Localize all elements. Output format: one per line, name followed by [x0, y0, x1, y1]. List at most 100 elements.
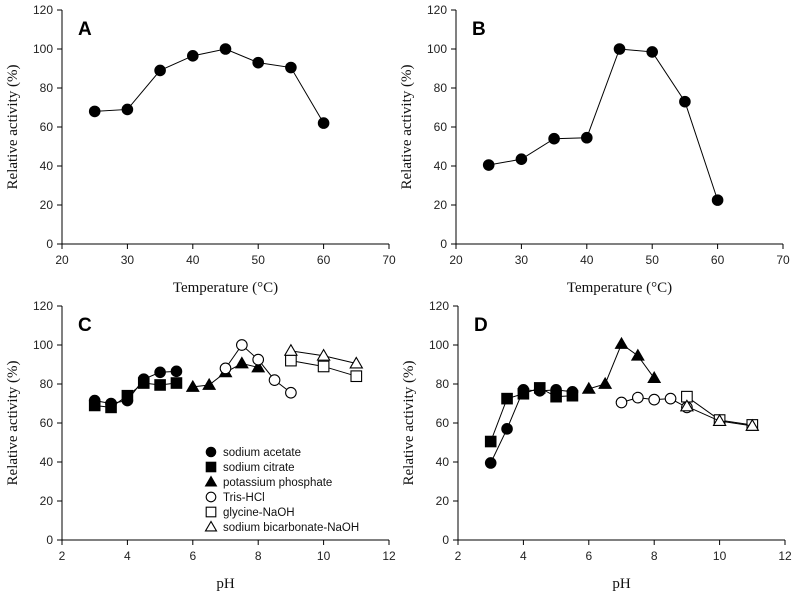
data-point	[631, 391, 644, 404]
legend-item: sodium bicarbonate-NaOH	[204, 520, 359, 534]
data-point	[219, 362, 232, 375]
data-point	[285, 354, 297, 367]
y-tick-label: 80	[40, 377, 54, 391]
data-point	[317, 360, 330, 373]
y-tick-label: 60	[436, 416, 450, 430]
data-point	[598, 376, 613, 389]
legend-marker	[205, 461, 217, 473]
series-3	[615, 391, 693, 414]
y-tick-label: 20	[40, 494, 54, 508]
data-point	[501, 392, 513, 405]
x-tick-label: 6	[585, 549, 592, 563]
x-tick-label: 12	[382, 549, 396, 563]
y-tick-label: 120	[427, 3, 447, 17]
data-point	[664, 392, 677, 405]
series-line	[488, 48, 719, 201]
legend-item: sodium citrate	[205, 461, 295, 474]
series-0	[88, 365, 183, 410]
series-2	[581, 336, 662, 394]
data-point	[548, 132, 560, 145]
legend-label: sodium citrate	[223, 462, 295, 474]
y-axis-title: Relative activity (%)	[399, 65, 415, 190]
data-point	[170, 365, 183, 378]
data-point	[646, 46, 659, 58]
legend-item: glycine-NaOH	[205, 506, 295, 519]
x-tick-label: 30	[121, 253, 135, 267]
y-tick-label: 80	[40, 81, 54, 95]
y-tick-label: 20	[434, 198, 448, 212]
data-point	[187, 50, 199, 62]
series-3	[219, 339, 297, 399]
y-tick-label: 60	[40, 120, 54, 134]
x-tick-label: 4	[520, 549, 527, 563]
panel-label: C	[78, 315, 92, 336]
x-tick-label: 10	[317, 549, 331, 563]
data-point	[615, 396, 628, 409]
data-point	[711, 194, 724, 206]
data-point	[137, 377, 150, 389]
panel-label: A	[78, 19, 92, 40]
series-4	[285, 354, 363, 383]
data-point	[614, 336, 629, 349]
data-point	[613, 43, 626, 55]
data-point	[648, 393, 661, 406]
data-point	[630, 348, 645, 361]
x-tick-label: 6	[189, 549, 196, 563]
y-tick-label: 80	[436, 377, 450, 391]
legend-item: Tris-HCl	[205, 491, 265, 504]
data-point	[581, 131, 593, 144]
data-point	[679, 95, 691, 108]
data-point	[533, 382, 546, 394]
data-point	[219, 43, 232, 55]
y-tick-label: 40	[436, 455, 450, 469]
y-tick-label: 40	[40, 159, 54, 173]
data-point	[679, 399, 694, 412]
y-tick-label: 100	[429, 338, 449, 352]
legend-marker	[205, 506, 217, 518]
data-point	[252, 353, 265, 366]
y-tick-label: 120	[429, 299, 449, 313]
legend-item: sodium acetate	[205, 446, 301, 459]
panel-label: B	[472, 19, 486, 40]
data-point	[283, 343, 298, 356]
x-tick-label: 12	[778, 549, 792, 563]
x-tick-label: 50	[646, 253, 660, 267]
series-0	[88, 43, 330, 129]
data-point	[501, 423, 513, 435]
x-axis-title: pH	[612, 576, 631, 592]
legend-label: sodium bicarbonate-NaOH	[223, 522, 359, 534]
legend-marker	[205, 446, 217, 458]
x-tick-label: 40	[580, 253, 594, 267]
data-point	[105, 401, 117, 414]
data-point	[484, 435, 497, 448]
y-tick-label: 40	[40, 455, 54, 469]
y-tick-label: 20	[436, 494, 450, 508]
data-point	[121, 389, 134, 402]
data-point	[234, 356, 249, 369]
y-tick-label: 80	[434, 81, 448, 95]
series-5	[679, 399, 760, 431]
series-2	[185, 356, 266, 392]
data-point	[285, 61, 297, 74]
data-point	[251, 360, 266, 373]
y-tick-label: 100	[33, 338, 53, 352]
x-tick-label: 70	[382, 253, 396, 267]
y-tick-label: 0	[46, 237, 53, 251]
data-point	[482, 159, 495, 171]
panel-c: 0 20 40 60 80 100 120 2 4 6 8 10 12 pH Relative activi…	[5, 299, 396, 592]
data-point	[202, 377, 217, 390]
data-point	[581, 381, 596, 394]
x-axis-title: Temperature (°C)	[567, 280, 672, 296]
x-tick-label: 2	[59, 549, 66, 563]
data-point	[515, 153, 528, 165]
x-tick-label: 20	[55, 253, 69, 267]
series-line	[588, 343, 655, 390]
y-axis-title: Relative activity (%)	[401, 361, 417, 486]
data-point	[745, 418, 760, 431]
legend-label: glycine-NaOH	[223, 507, 295, 519]
x-tick-label: 50	[252, 253, 266, 267]
y-tick-label: 20	[40, 198, 54, 212]
data-point	[154, 366, 166, 379]
